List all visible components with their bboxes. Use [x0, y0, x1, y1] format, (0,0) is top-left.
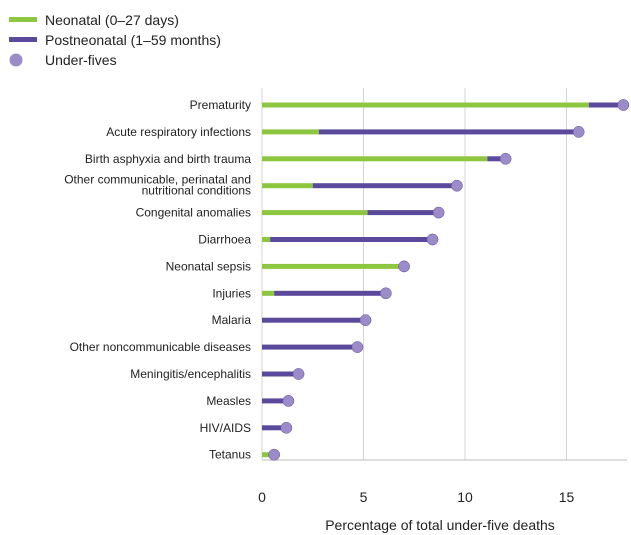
- dot-under-fives-11: [282, 395, 295, 407]
- legend-label-under_fives: Under-fives: [45, 52, 117, 68]
- legend: Neonatal (0–27 days) Postneonatal (1–59 m…: [9, 12, 221, 68]
- bar-postneonatal-7: [274, 290, 386, 296]
- category-label-4: Congenital anomalies: [136, 206, 251, 220]
- bar-neonatal-2: [262, 156, 488, 162]
- dot-under-fives-8: [359, 314, 372, 327]
- category-label-3: Other communicable, perinatal and nutriti…: [64, 173, 251, 198]
- bar-postneonatal-0: [588, 102, 624, 108]
- legend-swatch-under_fives: [9, 53, 23, 67]
- bar-neonatal-7: [262, 290, 275, 296]
- bar-postneonatal-4: [367, 210, 439, 216]
- category-label-11: Measles: [206, 394, 251, 408]
- dot-under-fives-2: [499, 152, 512, 165]
- dot-under-fives-3: [451, 179, 463, 192]
- dot-under-fives-0: [617, 99, 630, 111]
- dot-under-fives-7: [379, 287, 392, 300]
- bar-postneonatal-1: [318, 129, 579, 135]
- bar-neonatal-6: [262, 263, 405, 269]
- category-label-line: Other communicable, perinatal and: [64, 173, 251, 187]
- category-label-1: Acute respiratory infections: [106, 125, 251, 139]
- bar-neonatal-3: [262, 183, 313, 189]
- x-tick-label-2: 10: [457, 489, 473, 505]
- bar-postneonatal-11: [262, 398, 289, 404]
- category-label-7: Injuries: [212, 286, 251, 300]
- bar-postneonatal-9: [262, 344, 358, 350]
- dot-under-fives-1: [572, 126, 585, 138]
- bar-neonatal-1: [262, 129, 319, 135]
- bar-postneonatal-10: [262, 371, 299, 377]
- category-label-line: nutritional conditions: [142, 184, 251, 198]
- dot-under-fives-5: [426, 233, 439, 246]
- bar-neonatal-4: [262, 210, 368, 216]
- bar-postneonatal-3: [312, 183, 457, 189]
- legend-label-postneonatal: Postneonatal (1–59 months): [45, 32, 221, 48]
- legend-label-neonatal: Neonatal (0–27 days): [45, 12, 179, 28]
- dot-under-fives-13: [268, 448, 281, 461]
- bars: [262, 99, 630, 461]
- dot-under-fives-6: [398, 260, 410, 273]
- category-labels: Prematurity Acute respiratory infections B…: [64, 98, 251, 462]
- bar-neonatal-5: [262, 237, 271, 242]
- grid: [261, 88, 627, 461]
- bar-postneonatal-5: [270, 237, 433, 242]
- dot-under-fives-9: [351, 341, 364, 353]
- category-label-2: Birth asphyxia and birth trauma: [85, 152, 251, 166]
- bar-neonatal-13: [262, 452, 271, 458]
- dot-under-fives-12: [280, 421, 293, 434]
- category-label-8: Malaria: [212, 313, 252, 327]
- category-label-5: Diarrhoea: [198, 233, 251, 247]
- bar-postneonatal-8: [262, 317, 366, 323]
- bar-postneonatal-12: [262, 425, 287, 431]
- category-label-12: HIV/AIDS: [200, 421, 251, 435]
- legend-swatch-postneonatal: [9, 37, 37, 42]
- bar-neonatal-0: [262, 102, 589, 108]
- legend-swatch-neonatal: [9, 17, 37, 22]
- x-axis-title: Percentage of total under-five deaths: [325, 517, 555, 533]
- category-label-9: Other noncommunicable diseases: [70, 340, 251, 354]
- x-tick-label-3: 15: [559, 489, 575, 505]
- dot-under-fives-4: [432, 206, 445, 219]
- x-tick-label-1: 5: [360, 489, 368, 505]
- category-label-13: Tetanus: [209, 448, 251, 462]
- bar-postneonatal-2: [487, 156, 506, 162]
- x-tick-label-0: 0: [258, 489, 266, 505]
- category-label-6: Neonatal sepsis: [166, 259, 251, 273]
- dot-under-fives-10: [292, 368, 305, 380]
- x-axis-ticks: 0 5 10 15: [258, 489, 574, 505]
- category-label-0: Prematurity: [190, 98, 251, 112]
- category-label-10: Meningitis/encephalitis: [130, 367, 251, 381]
